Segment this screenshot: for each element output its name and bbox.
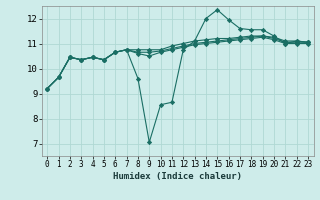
X-axis label: Humidex (Indice chaleur): Humidex (Indice chaleur)	[113, 172, 242, 181]
